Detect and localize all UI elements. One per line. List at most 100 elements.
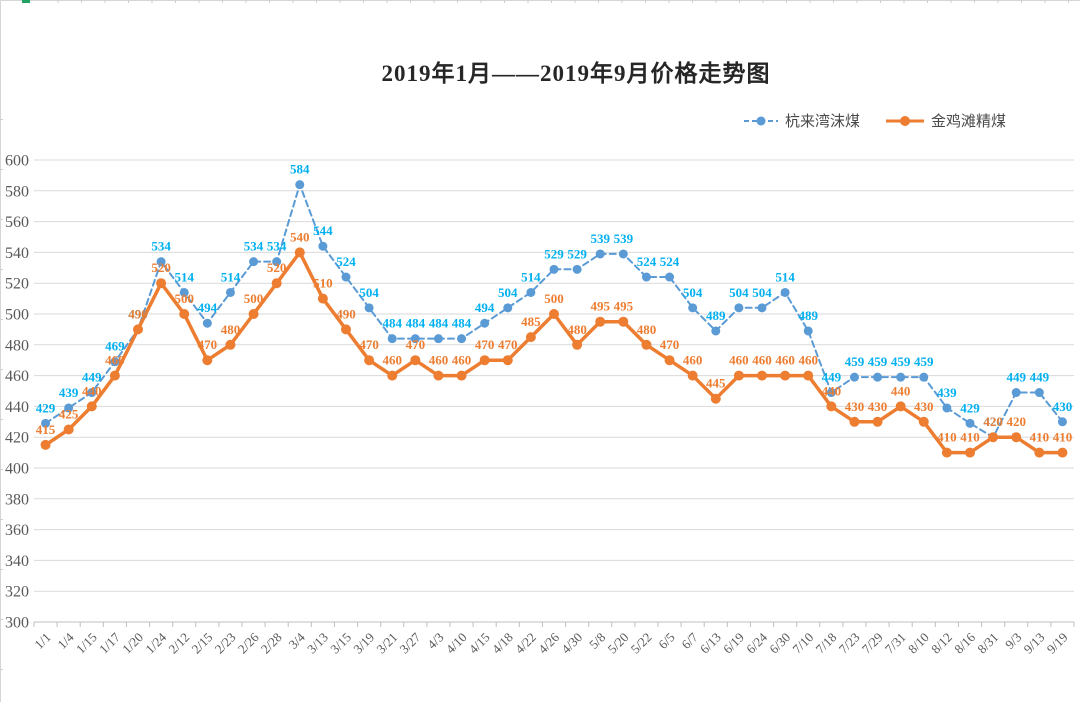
svg-text:490: 490	[128, 306, 148, 321]
svg-text:6/13: 6/13	[697, 630, 724, 657]
svg-text:460: 460	[105, 353, 125, 368]
svg-text:524: 524	[336, 254, 356, 269]
legend-item-hanglaiwan[interactable]: 杭来湾沫煤	[744, 110, 860, 131]
svg-text:430: 430	[1053, 399, 1073, 414]
svg-text:449: 449	[1030, 370, 1050, 385]
svg-text:489: 489	[706, 308, 726, 323]
svg-text:449: 449	[82, 370, 102, 385]
svg-text:4/10: 4/10	[443, 630, 470, 657]
svg-text:3/19: 3/19	[350, 630, 377, 657]
svg-text:560: 560	[5, 214, 29, 231]
svg-text:460: 460	[452, 353, 472, 368]
svg-text:9/3: 9/3	[1002, 630, 1024, 652]
svg-text:1/20: 1/20	[119, 630, 146, 657]
svg-text:430: 430	[868, 399, 888, 414]
svg-text:440: 440	[822, 383, 842, 398]
data-labels-jinjitan: 4154254404604905205004704805005205405104…	[36, 229, 1072, 444]
svg-text:500: 500	[5, 307, 29, 324]
svg-text:420: 420	[983, 414, 1003, 429]
svg-text:470: 470	[498, 337, 518, 352]
svg-text:484: 484	[429, 316, 449, 331]
legend-marker-dashed-line-icon	[744, 116, 778, 125]
svg-text:429: 429	[960, 400, 980, 415]
svg-text:7/23: 7/23	[836, 630, 863, 657]
svg-text:440: 440	[891, 383, 911, 398]
svg-text:8/12: 8/12	[928, 630, 955, 657]
svg-text:320: 320	[5, 584, 29, 601]
svg-text:5/8: 5/8	[586, 630, 608, 652]
svg-text:6/5: 6/5	[655, 630, 677, 652]
svg-text:495: 495	[614, 299, 634, 314]
svg-text:5/22: 5/22	[628, 630, 655, 657]
svg-text:514: 514	[775, 269, 795, 284]
svg-text:420: 420	[5, 430, 29, 447]
svg-text:4/3: 4/3	[424, 630, 446, 652]
svg-text:495: 495	[590, 299, 610, 314]
svg-text:504: 504	[683, 285, 703, 300]
svg-text:1/24: 1/24	[142, 629, 169, 656]
svg-text:500: 500	[174, 291, 194, 306]
svg-text:484: 484	[452, 316, 472, 331]
svg-text:360: 360	[5, 522, 29, 539]
svg-text:3/21: 3/21	[373, 630, 400, 657]
svg-text:520: 520	[151, 260, 171, 275]
svg-text:459: 459	[914, 354, 934, 369]
svg-text:485: 485	[521, 314, 541, 329]
svg-text:9/13: 9/13	[1020, 630, 1047, 657]
svg-text:460: 460	[752, 353, 772, 368]
svg-text:500: 500	[244, 291, 264, 306]
legend-label-hanglaiwan: 杭来湾沫煤	[785, 114, 861, 130]
svg-text:3/27: 3/27	[396, 629, 423, 656]
svg-text:4/18: 4/18	[489, 630, 516, 657]
svg-text:4/22: 4/22	[512, 630, 539, 657]
svg-text:539: 539	[614, 231, 634, 246]
svg-text:524: 524	[660, 254, 680, 269]
svg-text:2/15: 2/15	[188, 630, 215, 657]
svg-text:400: 400	[5, 461, 29, 478]
svg-text:1/4: 1/4	[54, 629, 77, 652]
svg-text:534: 534	[151, 239, 171, 254]
svg-text:459: 459	[845, 354, 865, 369]
svg-text:460: 460	[5, 368, 29, 385]
svg-text:494: 494	[198, 300, 218, 315]
svg-text:480: 480	[5, 337, 29, 354]
svg-text:430: 430	[914, 399, 934, 414]
svg-text:410: 410	[1053, 430, 1073, 445]
svg-text:7/31: 7/31	[882, 630, 909, 657]
svg-text:469: 469	[105, 339, 125, 354]
svg-text:425: 425	[59, 407, 79, 422]
svg-text:7/18: 7/18	[812, 630, 839, 657]
svg-text:529: 529	[567, 246, 587, 261]
series-jinjitan	[40, 247, 1068, 458]
svg-text:415: 415	[36, 422, 56, 437]
svg-text:460: 460	[775, 353, 795, 368]
svg-text:420: 420	[1006, 414, 1026, 429]
svg-text:514: 514	[521, 269, 541, 284]
legend-item-jinjitan[interactable]: 金鸡滩精煤	[886, 110, 1006, 131]
chart-title: 2019年1月——2019年9月价格走势图	[381, 61, 771, 86]
svg-text:449: 449	[1006, 370, 1026, 385]
svg-text:480: 480	[567, 322, 587, 337]
svg-text:494: 494	[475, 300, 495, 315]
svg-text:4/26: 4/26	[535, 629, 562, 656]
svg-text:439: 439	[59, 385, 79, 400]
svg-text:470: 470	[475, 337, 495, 352]
svg-text:7/10: 7/10	[789, 630, 816, 657]
svg-text:6/7: 6/7	[678, 629, 701, 652]
gridlines	[34, 159, 1074, 623]
svg-text:480: 480	[637, 322, 657, 337]
svg-text:1/15: 1/15	[73, 630, 100, 657]
svg-text:470: 470	[359, 337, 379, 352]
svg-text:510: 510	[313, 276, 333, 291]
svg-text:529: 529	[544, 246, 564, 261]
svg-text:514: 514	[221, 269, 241, 284]
svg-text:470: 470	[198, 337, 218, 352]
svg-text:504: 504	[752, 285, 772, 300]
svg-text:480: 480	[221, 322, 241, 337]
svg-text:2/28: 2/28	[258, 630, 285, 657]
svg-text:440: 440	[5, 399, 29, 416]
sheet-left-edge-ticks	[0, 70, 3, 702]
